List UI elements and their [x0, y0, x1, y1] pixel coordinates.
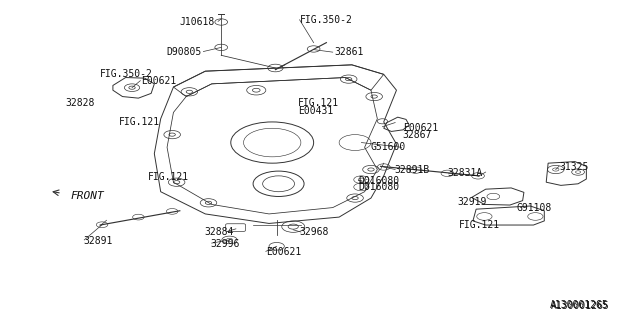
Text: 32996: 32996: [211, 239, 240, 249]
Text: FIG.121: FIG.121: [119, 117, 161, 127]
Text: D016080: D016080: [358, 182, 399, 192]
Text: 32891B: 32891B: [394, 165, 430, 175]
Text: 32828: 32828: [65, 98, 95, 108]
Text: D016080: D016080: [358, 176, 399, 186]
Text: E00621: E00621: [141, 76, 177, 86]
Text: FIG.121: FIG.121: [459, 220, 500, 230]
Text: E00621: E00621: [403, 123, 438, 133]
Text: 31325: 31325: [559, 162, 588, 172]
Text: G91108: G91108: [516, 203, 552, 213]
Text: 32884: 32884: [204, 227, 234, 237]
Text: E00621: E00621: [266, 247, 301, 257]
Text: 32861: 32861: [334, 47, 364, 57]
Text: FIG.121: FIG.121: [298, 98, 339, 108]
Text: A130001265: A130001265: [550, 301, 609, 311]
Text: FIG.350-2: FIG.350-2: [100, 69, 153, 79]
Text: A130001265: A130001265: [549, 300, 608, 310]
Text: 32831A: 32831A: [447, 168, 483, 178]
Text: FIG.121: FIG.121: [148, 172, 189, 182]
Text: G51600: G51600: [371, 142, 406, 152]
Text: FIG.350-2: FIG.350-2: [300, 15, 353, 25]
Text: J10618: J10618: [180, 17, 215, 27]
Text: 32919: 32919: [457, 197, 486, 207]
Text: 32867: 32867: [403, 130, 432, 140]
Text: E00431: E00431: [298, 106, 333, 116]
Text: 32891: 32891: [83, 236, 113, 246]
Text: 32968: 32968: [300, 227, 329, 237]
Text: D90805: D90805: [167, 47, 202, 57]
Text: FRONT: FRONT: [70, 190, 104, 201]
